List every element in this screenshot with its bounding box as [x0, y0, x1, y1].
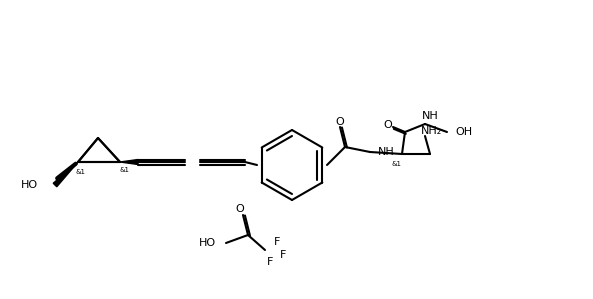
Text: OH: OH: [455, 127, 472, 137]
Text: F: F: [274, 237, 280, 247]
Text: O: O: [384, 120, 393, 130]
Text: HO: HO: [21, 180, 38, 190]
Text: &1: &1: [120, 167, 130, 173]
Text: NH: NH: [422, 111, 438, 121]
Text: O: O: [336, 117, 345, 127]
Polygon shape: [53, 162, 78, 187]
Text: HO: HO: [199, 238, 216, 248]
Text: NH: NH: [378, 147, 395, 157]
Text: F: F: [280, 250, 286, 260]
Text: &1: &1: [75, 169, 85, 175]
Text: F: F: [267, 257, 273, 267]
Polygon shape: [120, 159, 138, 164]
Text: NH₂: NH₂: [420, 126, 442, 136]
Text: O: O: [235, 204, 244, 214]
Text: &1: &1: [392, 161, 402, 167]
